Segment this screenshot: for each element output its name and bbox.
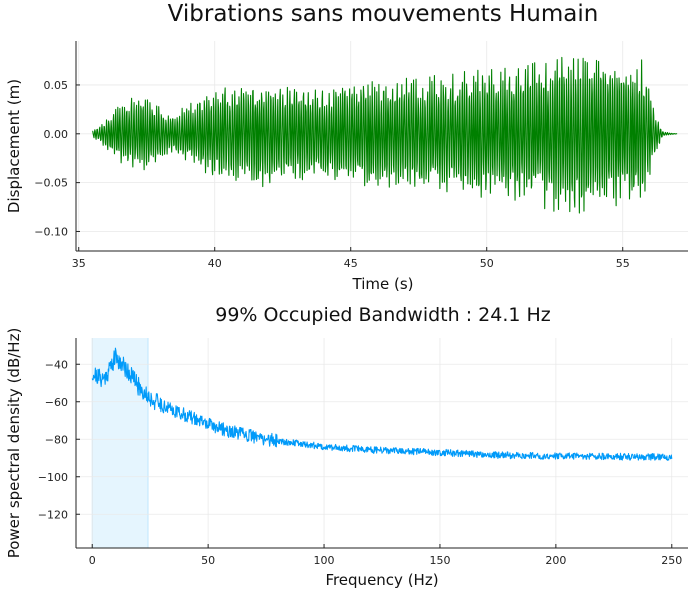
y-tick-label: −80 [45, 433, 68, 446]
chart-title: Vibrations sans mouvements Humain [168, 1, 599, 27]
y-tick-label: −0.05 [34, 177, 68, 190]
x-tick-label: 250 [661, 554, 682, 567]
y-tick-label: 0.05 [44, 79, 69, 92]
x-tick-label: 45 [344, 257, 358, 270]
x-tick-label: 200 [545, 554, 566, 567]
chart-title: 99% Occupied Bandwidth : 24.1 Hz [215, 304, 551, 326]
x-tick-label: 0 [89, 554, 96, 567]
y-tick-label: −40 [45, 358, 68, 371]
y-tick-label: 0.00 [44, 128, 69, 141]
y-axis-label: Displacement (m) [5, 79, 23, 213]
x-axis-label: Time (s) [352, 275, 414, 293]
y-tick-label: −60 [45, 396, 68, 409]
x-axis-label: Frequency (Hz) [325, 571, 438, 589]
x-tick-label: 35 [72, 257, 86, 270]
x-tick-label: 150 [429, 554, 450, 567]
x-tick-label: 100 [314, 554, 335, 567]
x-tick-label: 55 [616, 257, 630, 270]
frequency-domain-panel: 0 50 100 150 200 250 −120 −100 −80 −60 −40 99% Occ… [5, 304, 688, 589]
occupied-bandwidth-band [92, 338, 149, 548]
x-tick-label: 50 [480, 257, 494, 270]
y-tick-label: −100 [38, 471, 68, 484]
time-domain-panel: 35 40 45 50 55 −0.10 −0.05 0.00 0.05 Vibrations … [5, 1, 688, 293]
x-tick-label: 50 [201, 554, 215, 567]
displacement-series [92, 56, 678, 214]
x-tick-label: 40 [208, 257, 222, 270]
y-tick-label: −0.10 [34, 225, 68, 238]
psd-series [91, 347, 673, 461]
y-tick-label: −120 [38, 508, 68, 521]
psd-line [91, 347, 673, 461]
y-axis-label: Power spectral density (dB/Hz) [5, 328, 23, 559]
displacement-line [92, 56, 678, 214]
